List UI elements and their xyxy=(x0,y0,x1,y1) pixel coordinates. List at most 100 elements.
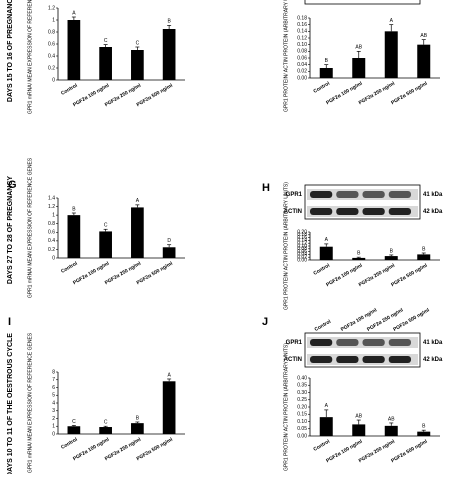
significance-letter: AB xyxy=(355,45,362,51)
y-tick-label: 0.14 xyxy=(297,29,307,35)
y-tick-label: 0.06 xyxy=(297,249,307,255)
y-tick-label: 0.02 xyxy=(297,69,307,75)
x-tick-label: Control xyxy=(60,260,79,274)
row-label: DAYS 15 TO 16 OF PREGNANCY xyxy=(7,0,14,102)
significance-letter: B xyxy=(422,246,426,252)
significance-letter: A xyxy=(167,372,171,378)
y-tick-label: 0.18 xyxy=(297,232,307,238)
bar xyxy=(162,381,176,434)
blot-band xyxy=(388,356,411,363)
blot-label: ACTIN xyxy=(284,209,302,215)
blot-band xyxy=(388,339,411,346)
bar xyxy=(131,50,144,80)
y-tick-label: 7 xyxy=(52,377,55,383)
significance-letter: B xyxy=(357,251,361,257)
significance-letter: AB xyxy=(355,413,362,419)
bar xyxy=(319,246,333,260)
y-tick-label: 0.05 xyxy=(297,426,307,432)
y-tick-label: 0.06 xyxy=(297,55,307,61)
y-tick-label: 0.6 xyxy=(48,230,55,236)
y-tick-label: 1 xyxy=(52,17,55,23)
y-tick-label: 0.20 xyxy=(297,404,307,410)
significance-letter: C xyxy=(104,223,108,229)
y-tick-label: 1 xyxy=(52,212,55,218)
y-tick-label: 0.18 xyxy=(297,15,307,21)
y-tick-label: 0.10 xyxy=(297,42,307,48)
x-tick-label: Control xyxy=(313,262,332,276)
y-tick-label: 1 xyxy=(52,424,55,430)
y-tick-label: 1.2 xyxy=(48,204,55,210)
panel-letter: G xyxy=(8,179,17,191)
bar xyxy=(352,257,366,260)
y-tick-label: 0.8 xyxy=(48,221,55,227)
y-tick-label: 0.2 xyxy=(48,247,55,253)
significance-letter: B xyxy=(390,248,394,254)
significance-letter: C xyxy=(104,38,108,44)
blot-band xyxy=(310,339,333,346)
blot-band xyxy=(362,191,385,198)
y-tick-label: 0.00 xyxy=(297,75,307,81)
bar xyxy=(352,424,366,436)
x-tick-label: Control xyxy=(313,80,332,94)
y-axis-label: GPR1 PROTEIN/ ACTIN PROTEIN (ARBITRARY U… xyxy=(283,343,289,471)
blot-band xyxy=(336,191,359,198)
significance-letter: A xyxy=(325,237,329,243)
significance-letter: A xyxy=(325,403,329,409)
blot-band xyxy=(362,208,385,215)
significance-letter: D xyxy=(167,238,171,244)
y-tick-label: 0.6 xyxy=(48,41,55,47)
significance-letter: C xyxy=(136,40,140,46)
y-tick-label: 0.12 xyxy=(297,241,307,247)
bar xyxy=(417,254,431,260)
panel-letter: H xyxy=(262,182,270,194)
y-tick-label: 6 xyxy=(52,385,55,391)
y-tick-label: 1.2 xyxy=(48,5,55,11)
blot-band xyxy=(362,356,385,363)
x-tick-label: PGF2α 500 ng/ml xyxy=(390,262,429,288)
significance-letter: A xyxy=(390,18,394,24)
y-tick-label: 0 xyxy=(52,431,55,437)
x-tick-label: PGF2α 500 ng/ml xyxy=(136,82,175,108)
bar xyxy=(384,31,398,78)
y-axis-label: GPR1 PROTEIN/ ACTIN PROTEIN (ARBITRARY U… xyxy=(283,182,289,310)
blot-band xyxy=(388,191,411,198)
significance-letter: AB xyxy=(420,33,427,39)
row-label: DAYS 27 TO 28 OF PREGNANCY xyxy=(7,176,14,284)
bar xyxy=(99,427,112,434)
bar xyxy=(162,247,176,258)
y-axis-label: GPR1 mRNA/ MEAN EXPRESSION OF REFERENCE … xyxy=(27,332,33,473)
significance-letter: B xyxy=(167,19,171,25)
significance-letter: B xyxy=(422,424,426,430)
blot-size: 42 kDa xyxy=(423,357,443,363)
significance-letter: A xyxy=(136,198,140,204)
y-tick-label: 0.16 xyxy=(297,22,307,28)
blot-band xyxy=(362,339,385,346)
y-tick-label: 2 xyxy=(52,416,55,422)
bar xyxy=(384,256,398,260)
y-axis-label: GPR1 PROTEIN/ ACTIN PROTEIN (ARBITRARY U… xyxy=(283,0,289,112)
y-tick-label: 1.4 xyxy=(48,195,55,201)
x-tick-label: PGF2α 500 ng/ml xyxy=(390,80,429,106)
blot-band xyxy=(336,356,359,363)
y-tick-label: 8 xyxy=(52,369,55,375)
panel-letter: I xyxy=(8,316,11,328)
y-tick-label: 0.8 xyxy=(48,29,55,35)
bar xyxy=(319,68,333,78)
bar xyxy=(131,423,144,434)
y-tick-label: 4 xyxy=(52,400,55,406)
y-tick-label: 0.10 xyxy=(297,419,307,425)
y-tick-label: 0.20 xyxy=(297,229,307,235)
row-label: DAYS 10 TO 11 OF THE OESTROUS CYCLE xyxy=(7,333,14,474)
bar xyxy=(67,20,81,80)
blot-size: 41 kDa xyxy=(423,340,443,346)
y-tick-label: 0.00 xyxy=(297,433,307,439)
significance-letter: AB xyxy=(388,416,395,422)
bar xyxy=(131,207,144,258)
bar xyxy=(417,431,431,436)
significance-letter: B xyxy=(72,206,76,212)
y-tick-label: 0.40 xyxy=(297,375,307,381)
y-tick-label: 0.08 xyxy=(297,49,307,55)
y-tick-label: 0.00 xyxy=(297,257,307,263)
bar xyxy=(99,231,112,258)
y-tick-label: 0.4 xyxy=(48,238,55,244)
